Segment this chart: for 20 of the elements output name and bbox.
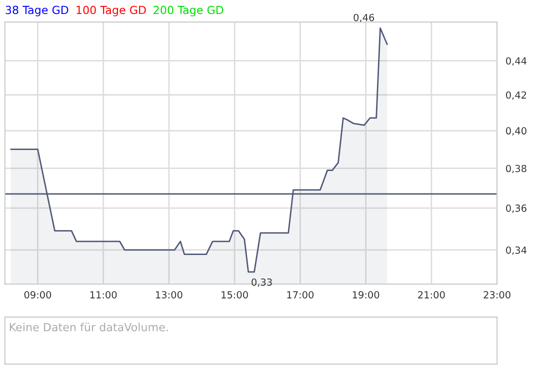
y-tick-label: 0,38: [506, 164, 526, 174]
text: Keine Daten für dataVolume.: [10, 322, 168, 332]
legend-label: 100 Tage GD: [76, 6, 146, 16]
x-tick-label: 09:00: [24, 291, 52, 298]
y-tick-label: 0,42: [506, 91, 526, 100]
x-tick-label: 23:00: [484, 291, 510, 298]
annotation: 0,46: [354, 14, 374, 22]
y-tick-label: 0,44: [506, 57, 526, 66]
x-tick-label: 13:00: [156, 291, 182, 298]
legend-label: 200 Tage GD: [154, 6, 224, 16]
x-tick-label: 21:00: [418, 291, 445, 298]
y-tick-label: 0,34: [506, 246, 526, 255]
x-tick-label: 11:00: [90, 291, 117, 298]
legend-label: 38 Tage GD: [6, 6, 68, 16]
x-tick-label: 19:00: [352, 291, 380, 298]
y-tick-label: 0,40: [506, 127, 526, 136]
x-tick-label: 15:00: [222, 291, 248, 298]
x-tick-label: 17:00: [287, 291, 314, 298]
annotation: 0,33: [252, 278, 272, 287]
y-tick-label: 0,36: [506, 204, 526, 213]
